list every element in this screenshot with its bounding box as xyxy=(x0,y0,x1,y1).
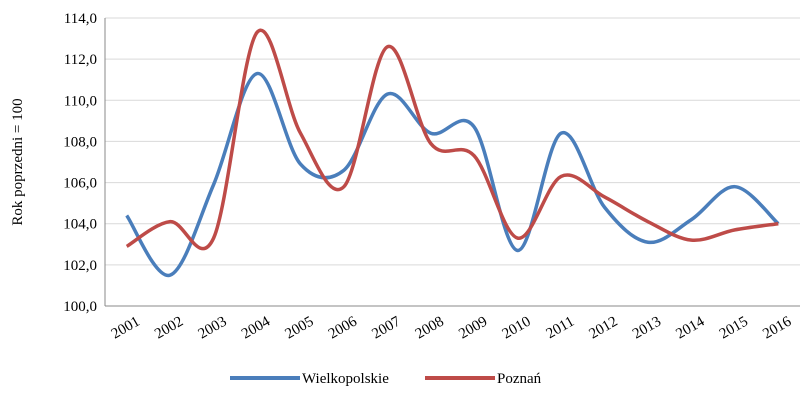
y-tick-label: 102,0 xyxy=(63,258,97,274)
x-tick-label: 2002 xyxy=(152,314,186,343)
y-axis-title: Rok poprzedni = 100 xyxy=(10,98,26,225)
legend-label: Wielkopolskie xyxy=(302,371,389,387)
series-line xyxy=(125,28,779,251)
y-tick-label: 104,0 xyxy=(63,217,97,233)
x-tick-label: 2005 xyxy=(282,314,316,343)
x-tick-label: 2013 xyxy=(630,314,664,343)
x-tick-label: 2006 xyxy=(326,313,360,342)
x-tick-label: 2007 xyxy=(369,313,403,342)
x-tick-label: 2001 xyxy=(109,314,143,343)
x-tick-label: 2008 xyxy=(413,314,447,343)
legend-label: Poznań xyxy=(497,371,542,387)
y-tick-label: 114,0 xyxy=(64,11,97,27)
y-tick-label: 106,0 xyxy=(63,176,97,192)
x-tick-label: 2010 xyxy=(500,314,534,343)
x-tick-label: 2011 xyxy=(544,314,578,343)
x-tick-label: 2016 xyxy=(760,313,794,342)
x-tick-label: 2003 xyxy=(196,314,230,343)
x-tick-label: 2012 xyxy=(587,314,621,343)
x-tick-label: 2014 xyxy=(673,313,707,342)
y-tick-label: 110,0 xyxy=(64,93,97,109)
y-tick-label: 108,0 xyxy=(63,134,97,150)
y-tick-label: 112,0 xyxy=(64,52,97,68)
x-tick-label: 2004 xyxy=(239,313,273,342)
x-tick-label: 2009 xyxy=(456,314,490,343)
x-tick-label: 2015 xyxy=(717,314,751,343)
series-line xyxy=(125,71,780,277)
y-tick-label: 100,0 xyxy=(63,299,97,315)
